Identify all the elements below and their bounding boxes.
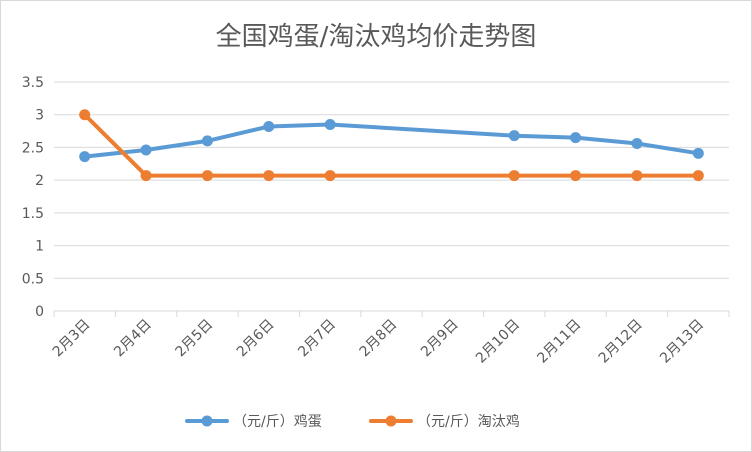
series-line-0 [82, 122, 701, 159]
y-tick-label: 2.5 [22, 140, 44, 156]
legend-swatch-marker [385, 415, 397, 427]
data-point [201, 170, 213, 182]
x-tick-label: 2月12日 [596, 317, 646, 367]
y-tick-label: 0 [35, 304, 44, 320]
y-tick-label: 1.5 [22, 206, 44, 222]
x-tick-label: 2月7日 [295, 317, 339, 361]
data-point [570, 170, 582, 182]
x-tick-label: 2月6日 [234, 317, 278, 361]
data-point [201, 135, 213, 147]
y-tick-label: 3.5 [22, 75, 44, 91]
data-point [324, 119, 336, 131]
data-point [79, 109, 91, 121]
y-tick-label: 3 [35, 108, 44, 124]
x-tick-label: 2月4日 [111, 317, 155, 361]
legend-swatch-marker [201, 415, 213, 427]
y-tick-label: 1 [35, 239, 44, 255]
x-tick-label: 2月5日 [173, 317, 217, 361]
data-point [263, 120, 275, 132]
data-point [324, 170, 336, 182]
x-tick-label: 2月3日 [50, 317, 94, 361]
series-lines [79, 109, 704, 182]
chart-title: 全国鸡蛋/淘汰鸡均价走势图 [216, 22, 537, 52]
x-tick-label: 2月9日 [418, 317, 462, 361]
data-point [631, 170, 643, 182]
data-point [692, 147, 704, 159]
data-point [692, 170, 704, 182]
data-point [79, 151, 91, 163]
data-point [263, 170, 275, 182]
y-axis-ticks: 0 0.5 1 1.5 2 2.5 3 3.5 [22, 75, 44, 320]
data-point [140, 170, 152, 182]
x-axis-ticks: 2月3日 2月4日 2月5日 2月6日 2月7日 2月8日 2月9日 2月10日 2月11日 2月… [50, 311, 730, 367]
legend-label: （元/斤）淘汰鸡 [417, 413, 520, 430]
data-point [508, 170, 520, 182]
legend-label: （元/斤）鸡蛋 [233, 413, 322, 430]
y-tick-label: 2 [35, 173, 44, 189]
data-point [631, 138, 643, 150]
x-tick-label: 2月13日 [657, 317, 707, 367]
x-tick-label: 2月8日 [357, 317, 401, 361]
x-tick-label: 2月11日 [534, 317, 584, 367]
data-point [570, 132, 582, 144]
data-point [508, 130, 520, 142]
x-tick-label: 2月10日 [473, 317, 523, 367]
legend: （元/斤）鸡蛋 （元/斤）淘汰鸡 [185, 413, 520, 430]
gridlines [54, 81, 729, 312]
data-point [140, 144, 152, 156]
y-tick-label: 0.5 [22, 271, 44, 287]
